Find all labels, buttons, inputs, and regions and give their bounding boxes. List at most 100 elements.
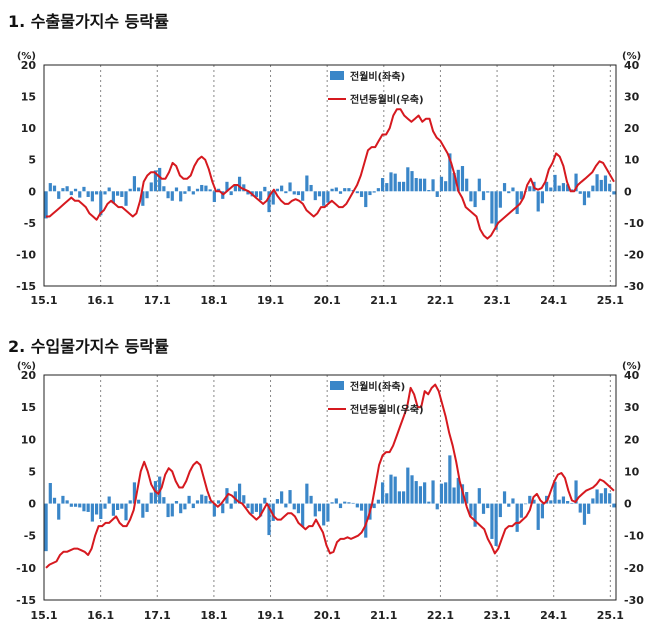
bar — [389, 172, 393, 192]
bar — [540, 503, 544, 519]
bar — [73, 188, 78, 192]
right-tick-label: 30 — [624, 401, 640, 414]
x-tick-label: 16.1 — [87, 294, 114, 307]
bar — [237, 176, 242, 192]
bar — [229, 503, 233, 509]
bar — [322, 503, 326, 526]
right-unit-label: (%) — [622, 51, 641, 62]
bar — [364, 503, 368, 538]
bar — [309, 184, 313, 192]
bar — [549, 187, 553, 192]
bar — [528, 186, 532, 192]
bar — [502, 183, 507, 192]
bar — [460, 166, 465, 192]
bar — [254, 503, 258, 512]
bar — [137, 187, 141, 192]
bar — [116, 503, 120, 510]
bar — [242, 495, 246, 504]
bar — [288, 182, 292, 192]
bar — [187, 495, 191, 504]
bar — [372, 503, 376, 509]
x-tick-label: 15.1 — [30, 294, 57, 307]
bar — [120, 503, 124, 509]
bar — [523, 503, 528, 505]
bar — [347, 502, 351, 504]
x-tick-label: 15.1 — [30, 609, 57, 622]
bar — [132, 176, 137, 192]
bar — [153, 170, 158, 192]
x-tick-label: 18.1 — [200, 609, 227, 622]
bar — [166, 191, 170, 199]
bar — [61, 495, 65, 504]
bar — [519, 191, 523, 200]
bar — [553, 481, 557, 504]
bar — [515, 503, 519, 532]
right-tick-label: 10 — [624, 465, 640, 478]
right-tick-label: -20 — [624, 562, 644, 575]
x-tick-label: 21.1 — [370, 609, 397, 622]
bar — [86, 503, 90, 512]
bar — [549, 500, 553, 504]
bar — [330, 502, 334, 504]
bar — [507, 503, 511, 507]
bar — [423, 482, 427, 504]
bar — [158, 167, 162, 192]
bar — [94, 191, 99, 195]
bar — [536, 191, 540, 212]
left-tick-label: 0 — [28, 498, 36, 511]
left-tick-label: -15 — [16, 594, 36, 607]
bar — [141, 191, 145, 206]
bar — [78, 503, 82, 508]
bar — [94, 503, 99, 515]
bar — [233, 184, 237, 192]
bar — [595, 174, 599, 192]
bar — [305, 175, 309, 192]
bar — [259, 191, 263, 201]
bar — [603, 175, 608, 192]
left-tick-label: 10 — [21, 122, 37, 135]
bar — [397, 491, 401, 504]
bar — [82, 186, 86, 192]
bar — [608, 183, 612, 192]
bar — [511, 498, 515, 504]
x-tick-label: 17.1 — [144, 609, 171, 622]
bar — [111, 191, 115, 204]
bar — [528, 495, 532, 504]
bar — [128, 188, 132, 192]
bar — [322, 191, 326, 206]
right-tick-label: 0 — [624, 185, 632, 198]
bar — [385, 493, 389, 504]
right-tick-label: 30 — [624, 91, 640, 104]
bar — [587, 191, 591, 198]
bar — [309, 495, 313, 504]
left-tick-label: -5 — [24, 217, 36, 230]
bar — [242, 184, 246, 192]
bar — [330, 188, 334, 192]
right-tick-label: -30 — [624, 280, 644, 293]
bar — [313, 503, 317, 517]
bar — [82, 503, 86, 512]
bar — [246, 191, 250, 195]
bar — [561, 183, 566, 192]
bar — [267, 191, 271, 213]
bar — [208, 189, 212, 192]
bar — [263, 186, 267, 192]
bar — [61, 188, 65, 192]
bar — [69, 503, 73, 507]
bar — [301, 191, 305, 201]
bar — [284, 503, 288, 508]
bar — [191, 191, 195, 195]
bar — [372, 191, 376, 193]
bar — [465, 178, 469, 192]
bar — [494, 191, 498, 230]
bar — [170, 191, 174, 201]
left-tick-label: 20 — [21, 59, 37, 72]
bar — [469, 503, 473, 516]
bar — [65, 500, 69, 504]
bar — [145, 503, 149, 512]
bar — [124, 191, 128, 206]
bar — [515, 191, 519, 215]
bar — [313, 191, 317, 201]
bar — [574, 480, 578, 504]
bar — [116, 191, 120, 196]
